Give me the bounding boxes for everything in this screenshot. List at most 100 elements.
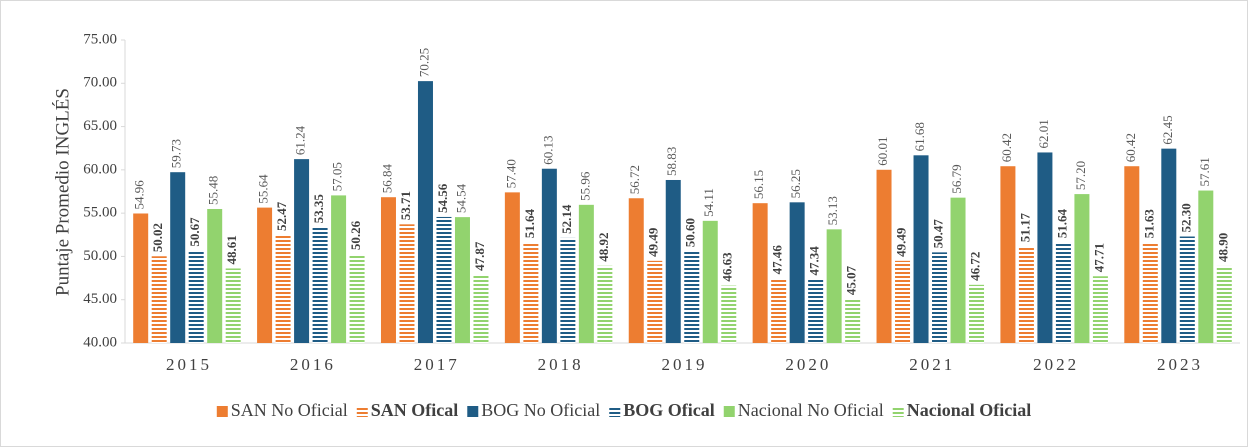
bar <box>380 197 396 343</box>
bar <box>597 265 613 343</box>
y-axis-title: Puntaje Promedio INGLÉS <box>51 88 73 296</box>
y-tick-label: 70.00 <box>83 75 117 91</box>
value-label: 55.48 <box>206 176 221 205</box>
bar <box>913 155 929 343</box>
legend-label: SAN Ofical <box>371 400 459 420</box>
x-tick-label: 2018 <box>538 355 584 374</box>
value-label: 59.73 <box>169 139 184 168</box>
value-label: 70.25 <box>416 48 431 77</box>
value-label: 48.90 <box>1215 233 1230 262</box>
bar <box>541 168 557 343</box>
value-label: 50.02 <box>150 223 165 252</box>
bar <box>895 260 911 343</box>
bar <box>560 237 576 343</box>
value-label: 57.05 <box>330 162 345 191</box>
value-label: 48.61 <box>224 235 239 264</box>
bar <box>151 256 167 343</box>
legend-label: BOG No Oficial <box>481 400 600 420</box>
value-label: 54.96 <box>132 180 147 210</box>
value-label: 57.61 <box>1197 157 1212 186</box>
value-label: 56.84 <box>379 163 394 193</box>
legend-swatch <box>723 406 735 417</box>
value-label: 46.63 <box>720 252 735 282</box>
value-label: 62.45 <box>1160 115 1175 144</box>
bar <box>1037 152 1053 343</box>
bar <box>523 242 539 343</box>
legend-swatch <box>609 406 621 417</box>
value-label: 54.54 <box>453 183 468 213</box>
value-label: 55.64 <box>256 174 271 204</box>
x-tick-label: 2023 <box>1157 355 1203 374</box>
bar <box>752 203 768 343</box>
value-label: 50.26 <box>348 220 363 250</box>
value-label: 60.42 <box>1123 133 1138 162</box>
value-label: 51.64 <box>1054 208 1069 238</box>
value-label: 54.56 <box>435 183 450 213</box>
legend-swatch <box>216 406 228 417</box>
legend-label: SAN No Oficial <box>231 400 348 420</box>
x-tick-label: 2016 <box>290 355 336 374</box>
value-label: 50.67 <box>187 217 202 247</box>
legend-swatch <box>467 406 479 417</box>
bar <box>845 299 861 343</box>
value-label: 60.01 <box>875 137 890 166</box>
bar <box>399 224 415 343</box>
bar <box>826 229 842 343</box>
value-label: 53.13 <box>825 196 840 225</box>
bar <box>932 252 948 343</box>
bar <box>1055 242 1071 343</box>
y-tick-label: 75.00 <box>83 31 117 47</box>
bar <box>578 204 594 343</box>
value-label: 60.13 <box>540 135 555 164</box>
bar <box>789 202 805 343</box>
value-label: 45.07 <box>844 265 859 295</box>
bar <box>950 197 966 343</box>
legend-swatch <box>892 406 904 417</box>
bar <box>331 195 347 343</box>
y-tick-label: 45.00 <box>83 291 117 307</box>
x-tick-label: 2015 <box>166 355 212 374</box>
x-tick-label: 2019 <box>662 355 708 374</box>
bar <box>436 216 452 343</box>
value-label: 54.11 <box>701 188 716 217</box>
bar <box>808 279 824 343</box>
value-label: 47.46 <box>770 245 785 275</box>
value-label: 49.49 <box>894 227 909 257</box>
value-label: 51.17 <box>1017 213 1032 243</box>
bar <box>771 278 787 343</box>
value-label: 60.42 <box>999 133 1014 162</box>
bar <box>188 250 204 343</box>
bar <box>207 208 223 343</box>
bar <box>294 159 310 343</box>
bar <box>225 268 241 343</box>
value-label: 52.47 <box>274 201 289 231</box>
bar <box>1198 190 1214 343</box>
value-label: 62.01 <box>1036 119 1051 148</box>
value-label: 61.24 <box>293 125 308 155</box>
y-tick-label: 65.00 <box>83 118 117 134</box>
value-label: 61.68 <box>912 122 927 151</box>
bar <box>969 284 985 343</box>
bar <box>684 251 700 343</box>
bar <box>1018 246 1034 343</box>
bar <box>876 169 892 343</box>
value-label: 46.72 <box>968 252 983 281</box>
value-label: 56.15 <box>751 170 766 199</box>
bar <box>133 213 149 343</box>
x-tick-label: 2017 <box>414 355 460 374</box>
value-label: 55.96 <box>577 171 592 201</box>
legend-swatch <box>356 406 368 417</box>
y-tick-label: 55.00 <box>83 205 117 221</box>
bar <box>628 198 644 343</box>
bar <box>665 179 681 343</box>
legend-label: Nacional Oficial <box>907 400 1032 420</box>
value-label: 56.25 <box>788 169 803 198</box>
bar <box>473 274 489 343</box>
x-tick-label: 2022 <box>1033 355 1079 374</box>
legend-label: Nacional No Oficial <box>738 400 884 420</box>
bar <box>504 192 520 343</box>
y-tick-label: 40.00 <box>83 334 117 350</box>
value-label: 53.71 <box>398 191 413 220</box>
x-tick-label: 2020 <box>785 355 831 374</box>
